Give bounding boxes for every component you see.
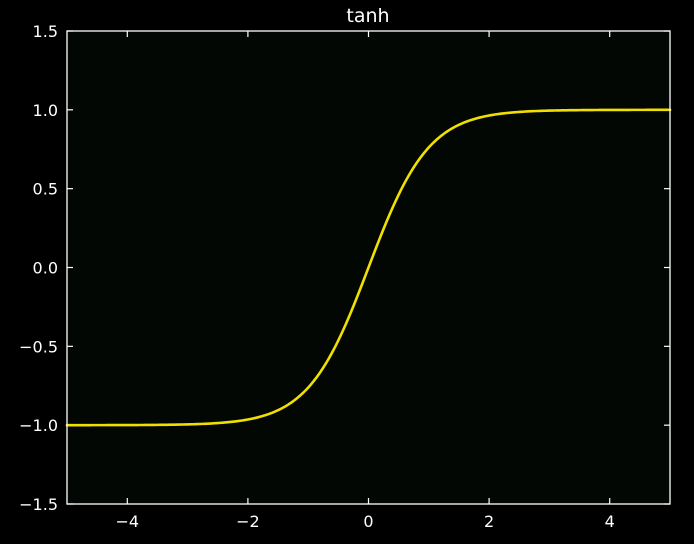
tanh-series-line bbox=[65, 108, 672, 427]
y-tick-label: 1.5 bbox=[33, 22, 58, 41]
y-tick-label: 0.5 bbox=[33, 180, 58, 199]
x-tick-label: 4 bbox=[605, 512, 615, 531]
y-tick-label: 1.0 bbox=[33, 101, 58, 120]
x-tick-label: −2 bbox=[236, 512, 260, 531]
y-tick-label: −0.5 bbox=[19, 337, 58, 356]
chart-title: tanh bbox=[346, 5, 389, 27]
y-tick-label: −1.5 bbox=[19, 495, 58, 514]
x-tick-label: 0 bbox=[363, 512, 373, 531]
x-tick-label: 2 bbox=[484, 512, 494, 531]
y-tick-label: −1.0 bbox=[19, 416, 58, 435]
y-axis-ticks: 1.5 1.0 0.5 0.0 −0.5 −1.0 −1.5 bbox=[19, 22, 670, 514]
y-tick-label: 0.0 bbox=[33, 259, 58, 278]
plot-frame bbox=[66, 30, 671, 505]
x-axis-ticks: −4 −2 0 2 4 bbox=[116, 31, 615, 531]
x-tick-label: −4 bbox=[116, 512, 140, 531]
